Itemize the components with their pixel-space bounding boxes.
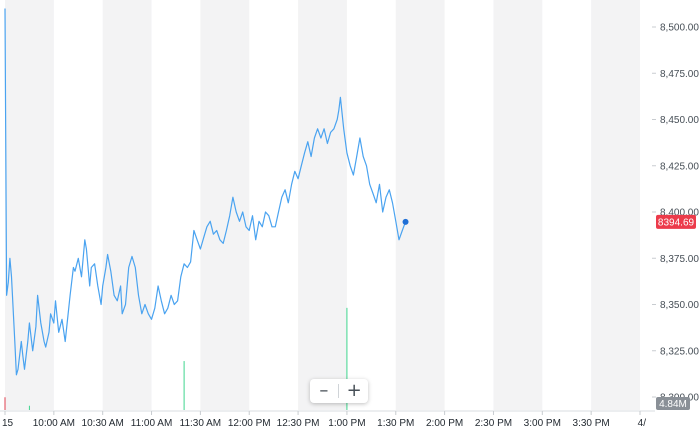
- zoom-in-button[interactable]: +: [346, 380, 362, 401]
- y-tick-label: 8,475.00: [660, 69, 699, 80]
- last-price-badge-text: 8394.69: [658, 217, 695, 228]
- time-band: [493, 0, 543, 410]
- x-tick-label: 2:00 PM: [426, 418, 463, 429]
- y-tick-label: 8,425.00: [660, 161, 699, 172]
- zoom-out-button[interactable]: –: [319, 380, 329, 401]
- shaded-time-bands: [5, 0, 640, 410]
- x-tick-label: 4/: [638, 418, 647, 429]
- x-tick-label: 10:30 AM: [82, 418, 124, 429]
- price-series: [4, 8, 409, 376]
- y-tick-label: 8,350.00: [660, 300, 699, 311]
- x-tick-label: 2:30 PM: [475, 418, 512, 429]
- x-tick-label: 15: [2, 418, 14, 429]
- x-tick-label: 11:00 AM: [131, 418, 173, 429]
- y-tick-label: 8,400.00: [660, 208, 699, 219]
- x-tick-label: 1:30 PM: [377, 418, 414, 429]
- y-tick-label: 8,375.00: [660, 254, 699, 265]
- value-badges: 8394.69 4.84M: [656, 214, 696, 410]
- y-tick-label: 8,500.00: [660, 23, 699, 34]
- time-band: [298, 0, 347, 410]
- x-axis: 15 10:00 AM 10:30 AM 11:00 AM 11:30 AM 12:00 …: [0, 410, 655, 429]
- x-tick-label: 1:00 PM: [328, 418, 365, 429]
- time-band: [200, 0, 250, 410]
- y-tick-label: 8,325.00: [660, 346, 699, 357]
- x-tick-label: 10:00 AM: [33, 418, 75, 429]
- time-band: [102, 0, 152, 410]
- volume-badge-text: 4.84M: [659, 399, 687, 410]
- price-line: [4, 8, 407, 376]
- time-band: [591, 0, 640, 410]
- time-band: [5, 0, 54, 410]
- volume-badge: [656, 397, 690, 410]
- zoom-controls: – +: [310, 379, 368, 403]
- x-tick-label: 3:30 PM: [573, 418, 610, 429]
- x-tick-label: 12:30 PM: [277, 418, 320, 429]
- y-axis: 8,300.008,325.008,350.008,375.008,400.00…: [652, 23, 699, 404]
- last-price-dot: [402, 218, 409, 225]
- zoom-divider: [338, 384, 340, 398]
- x-tick-label: 11:30 AM: [180, 418, 222, 429]
- y-tick-label: 8,450.00: [660, 115, 699, 126]
- time-band: [395, 0, 445, 410]
- x-tick-label: 12:00 PM: [228, 418, 271, 429]
- last-price-badge: [656, 214, 696, 229]
- volume-bars: [4, 307, 348, 410]
- x-tick-label: 3:00 PM: [524, 418, 561, 429]
